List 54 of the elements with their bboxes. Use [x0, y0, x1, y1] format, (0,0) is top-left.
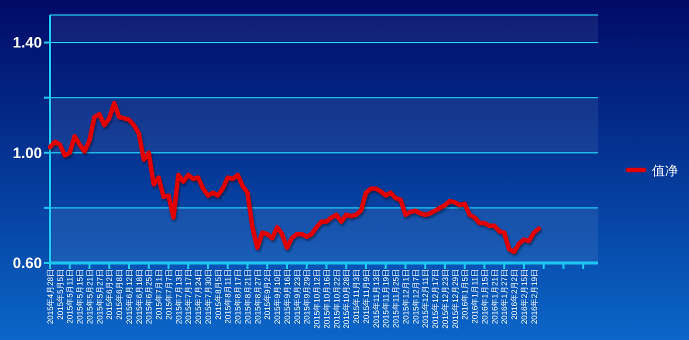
x-tick-label: 2016年1月15日 — [480, 269, 490, 324]
x-tick-label: 2015年7月30日 — [204, 269, 213, 324]
x-tick-label: 2016年1月21日 — [490, 269, 500, 324]
x-tick-label: 2016年1月11日 — [470, 269, 480, 324]
x-tick-label: 2015年9月29日 — [302, 269, 312, 324]
x-tick-label: 2015年5月21日 — [85, 269, 94, 324]
x-tick-label: 2015年6月18日 — [134, 269, 144, 324]
x-tick-label: 2015年8月11日 — [224, 269, 233, 324]
x-tick-label: 2015年11月3日 — [352, 269, 362, 324]
x-tick-label: 2015年4月28日 — [46, 269, 55, 324]
x-tick-label: 2015年9月2日 — [263, 269, 272, 320]
x-tick-label: 2015年7月1日 — [154, 269, 164, 320]
x-tick-label: 2015年7月24日 — [194, 269, 204, 324]
x-tick-label: 2015年12月17日 — [431, 269, 440, 329]
x-tick-label: 2015年10月16日 — [322, 269, 332, 329]
x-tick-label: 2015年10月28日 — [342, 269, 352, 329]
x-tick-label: 2015年6月12日 — [124, 269, 134, 324]
legend-label: 值净 — [652, 164, 678, 179]
x-tick-label: 2015年6月25日 — [144, 269, 154, 324]
x-tick-label: 2015年12月11日 — [421, 269, 430, 328]
x-tick-label: 2016年2月15日 — [520, 269, 529, 324]
x-tick-label: 2015年8月27日 — [253, 269, 262, 324]
x-tick-label: 2015年6月2日 — [105, 269, 114, 320]
x-tick-label: 2015年11月9日 — [362, 269, 371, 324]
x-tick-label: 2015年8月21日 — [243, 269, 252, 324]
x-tick-label: 2015年10月22日 — [332, 269, 342, 329]
x-tick-label: 2016年1月5日 — [460, 269, 470, 320]
x-tick-label: 2015年9月10日 — [273, 269, 282, 324]
y-tick-label: 1.00 — [12, 144, 42, 162]
x-tick-label: 2016年2月19日 — [530, 269, 539, 324]
x-tick-label: 2015年12月29日 — [450, 269, 460, 329]
y-tick-label: 1.40 — [12, 34, 42, 52]
x-tick-label: 2016年2月2日 — [510, 269, 520, 320]
x-tick-label: 2015年11月13日 — [372, 269, 381, 328]
x-tick-label: 2015年11月19日 — [382, 269, 391, 328]
x-tick-label: 2015年9月23日 — [292, 269, 302, 324]
x-tick-label: 2015年5月11日 — [66, 269, 75, 324]
x-tick-label: 2015年5月5日 — [56, 269, 65, 320]
x-tick-label: 2015年5月27日 — [95, 269, 104, 324]
x-tick-label: 2015年7月7日 — [164, 269, 174, 320]
x-tick-label: 2015年12月7日 — [411, 269, 420, 324]
x-tick-label: 2015年12月1日 — [401, 269, 410, 324]
x-tick-label: 2015年5月15日 — [76, 269, 85, 324]
x-tick-label: 2015年11月25日 — [392, 269, 401, 328]
x-tick-label: 2015年8月5日 — [214, 269, 223, 320]
x-tick-label: 2015年6月8日 — [115, 269, 124, 320]
x-tick-label: 2016年1月27日 — [500, 269, 510, 324]
y-tick-label: 0.60 — [12, 255, 42, 272]
x-tick-label: 2015年10月12日 — [312, 269, 322, 329]
x-tick-label: 2015年12月23日 — [440, 269, 450, 329]
x-tick-label: 2015年7月17日 — [184, 269, 194, 324]
x-tick-label: 2015年8月17日 — [234, 269, 243, 324]
x-tick-label: 2015年9月16日 — [282, 269, 292, 324]
x-tick-label: 2015年7月13日 — [174, 269, 184, 324]
